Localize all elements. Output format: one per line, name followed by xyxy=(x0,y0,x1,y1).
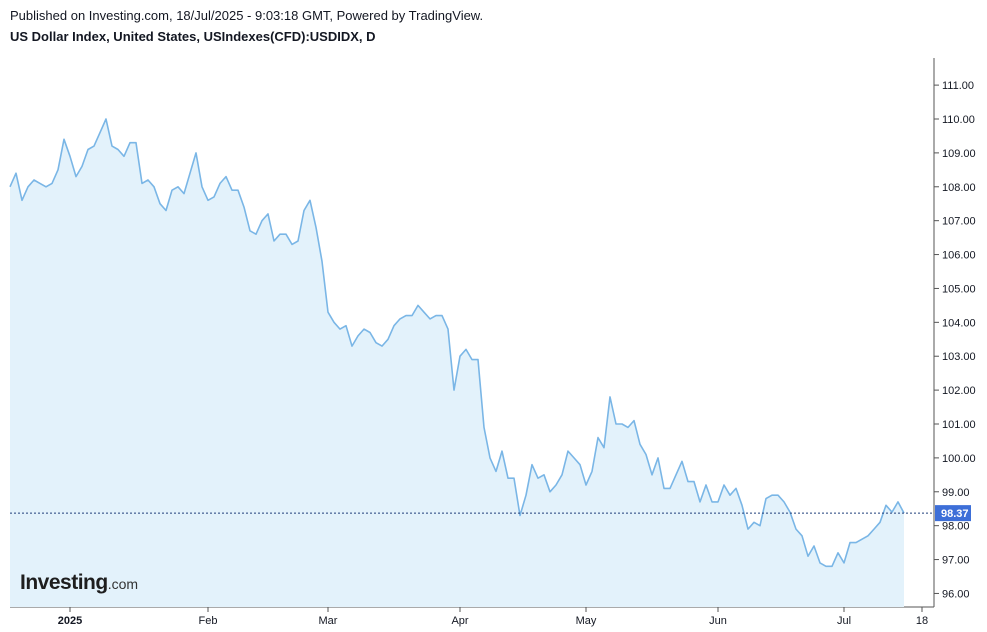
y-tick-label: 111.00 xyxy=(942,80,974,92)
price-series-line xyxy=(9,118,905,568)
x-tick-label: 2025 xyxy=(58,615,82,627)
y-tick-label: 97.00 xyxy=(942,555,970,567)
x-tick-label: Jul xyxy=(837,615,851,627)
y-tick-label: 105.00 xyxy=(942,283,976,295)
y-tick-label: 96.00 xyxy=(942,588,970,600)
y-axis: 96.00 97.00 98.00 99.00 100.00 101.00 102.00 10… xyxy=(934,80,976,600)
y-tick-label: 103.00 xyxy=(942,351,976,363)
y-tick-label: 100.00 xyxy=(942,453,976,465)
last-price-label: 98.37 xyxy=(935,505,971,522)
y-tick-label: 101.00 xyxy=(942,419,976,431)
y-tick-label: 104.00 xyxy=(942,317,976,329)
y-tick-label: 98.00 xyxy=(942,521,970,533)
y-tick-label: 108.00 xyxy=(942,182,976,194)
x-tick-label: Mar xyxy=(319,615,338,627)
y-tick-label: 106.00 xyxy=(942,250,976,262)
x-axis: 2025 Feb Mar Apr May Jun Jul 18 xyxy=(58,607,928,627)
investing-logo: Investing.com xyxy=(20,571,139,594)
y-tick-label: 110.00 xyxy=(942,114,975,126)
last-price-badge xyxy=(935,505,971,522)
y-tick-label: 109.00 xyxy=(942,148,976,160)
x-tick-label: 18 xyxy=(916,615,928,627)
published-caption: Published on Investing.com, 18/Jul/2025 … xyxy=(10,8,484,23)
x-tick-label: May xyxy=(576,615,597,627)
last-price-value: 98.37 xyxy=(941,508,969,520)
x-tick-label: Apr xyxy=(451,615,468,627)
y-tick-label: 107.00 xyxy=(942,216,976,228)
x-tick-label: Feb xyxy=(199,615,218,627)
price-area-fill xyxy=(10,119,904,607)
chart-header: Published on Investing.com, 18/Jul/2025 … xyxy=(10,6,483,48)
x-tick-label: Jun xyxy=(709,615,727,627)
y-tick-label: 102.00 xyxy=(942,385,976,397)
y-tick-label: 99.00 xyxy=(942,487,970,499)
chart-title: US Dollar Index, United States, USIndexe… xyxy=(10,29,376,44)
